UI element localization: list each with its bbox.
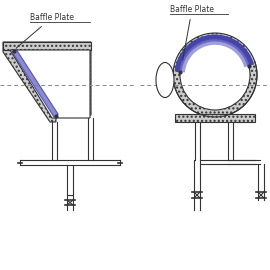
Polygon shape (10, 50, 90, 118)
Bar (3, 42, 91, 50)
Circle shape (173, 33, 257, 117)
Text: Baffle Plate: Baffle Plate (16, 13, 74, 48)
Ellipse shape (156, 62, 174, 97)
Circle shape (180, 40, 250, 110)
Bar (175, 114, 255, 122)
Polygon shape (3, 42, 91, 122)
Text: Baffle Plate: Baffle Plate (170, 5, 214, 60)
Polygon shape (12, 49, 58, 117)
